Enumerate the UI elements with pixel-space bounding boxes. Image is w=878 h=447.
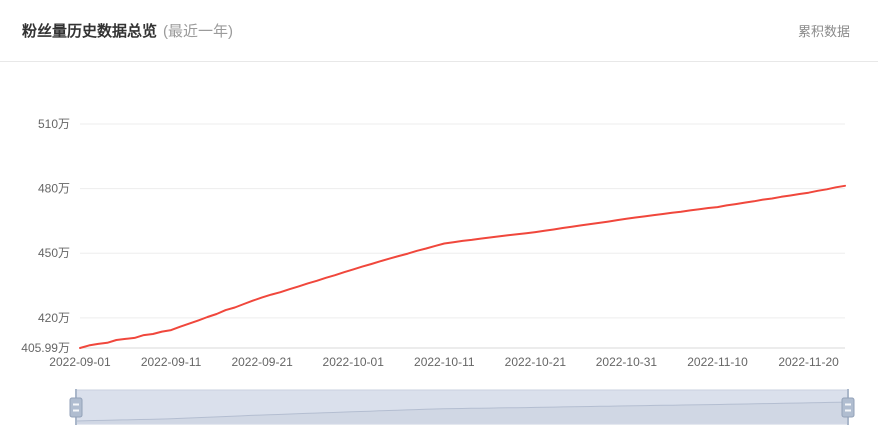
page-title: 粉丝量历史数据总览 bbox=[22, 23, 158, 40]
datazoom-right-handle-grip[interactable] bbox=[841, 397, 855, 418]
x-axis-label: 2022-10-11 bbox=[414, 355, 475, 369]
x-axis-label: 2022-09-01 bbox=[49, 355, 111, 369]
y-axis-label: 510万 bbox=[38, 117, 70, 131]
x-axis-label: 2022-10-31 bbox=[596, 355, 658, 369]
y-axis-label: 420万 bbox=[38, 311, 70, 325]
datazoom-shadow-line bbox=[75, 401, 849, 422]
x-axis-label: 2022-11-20 bbox=[778, 355, 839, 369]
datazoom-right-handle[interactable] bbox=[841, 389, 855, 425]
fans-line-series bbox=[79, 184, 846, 349]
y-axis-label: 480万 bbox=[38, 182, 70, 196]
x-axis-label: 2022-11-10 bbox=[687, 355, 748, 369]
page-subtitle: (最近一年) bbox=[163, 23, 234, 40]
y-axis-label: 450万 bbox=[38, 246, 70, 260]
y-axis-label: 405.99万 bbox=[21, 341, 70, 355]
datazoom-left-handle-grip[interactable] bbox=[69, 397, 83, 418]
chart-header: 粉丝量历史数据总览 (最近一年) 累积数据 bbox=[0, 0, 878, 62]
datazoom-left-handle[interactable] bbox=[69, 389, 83, 425]
x-axis-label: 2022-09-11 bbox=[141, 355, 202, 369]
x-axis-label: 2022-09-21 bbox=[231, 355, 293, 369]
cumulative-data-tab[interactable]: 累积数据 bbox=[797, 24, 850, 39]
x-axis-label: 2022-10-21 bbox=[505, 355, 567, 369]
datazoom-shadow-area bbox=[76, 402, 848, 423]
x-axis-label: 2022-10-01 bbox=[323, 355, 385, 369]
